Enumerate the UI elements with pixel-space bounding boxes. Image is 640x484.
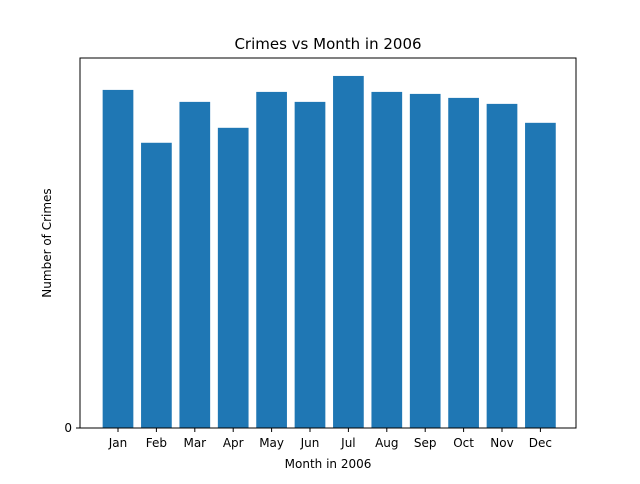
x-tick-label: Jan xyxy=(108,436,128,450)
x-tick-label: Apr xyxy=(223,436,244,450)
bar-may xyxy=(256,91,287,428)
x-axis-label: Month in 2006 xyxy=(285,457,372,471)
x-tick-label: Oct xyxy=(453,436,474,450)
plot-frame xyxy=(79,57,577,429)
x-tick-label: Nov xyxy=(490,436,513,450)
bar-jan xyxy=(102,89,134,428)
x-ticks-group: Jan Feb Mar Apr May Jun Jul Aug Sep Oct Nov Dec xyxy=(108,428,552,450)
x-tick-label: Sep xyxy=(414,436,437,450)
bar-sep xyxy=(409,93,441,429)
bar-nov xyxy=(486,103,518,428)
x-tick-label: Jun xyxy=(300,436,320,450)
bar-aug xyxy=(371,91,403,428)
x-tick-label: Mar xyxy=(183,436,206,450)
bar-jun xyxy=(294,101,326,428)
bar-feb xyxy=(141,142,172,428)
y-axis-label: Number of Crimes xyxy=(40,188,54,297)
bar-apr xyxy=(217,127,249,428)
bar-jul xyxy=(333,75,364,428)
chart-title: Crimes vs Month in 2006 xyxy=(234,35,421,53)
bar-oct xyxy=(448,97,479,428)
x-tick-label: Feb xyxy=(146,436,167,450)
x-tick-label: May xyxy=(259,436,284,450)
bar-mar xyxy=(179,101,211,428)
x-tick-label: Aug xyxy=(375,436,398,450)
y-ticks-group: 0 xyxy=(64,421,80,435)
x-tick-label: Dec xyxy=(529,436,552,450)
bar-dec xyxy=(525,122,556,428)
y-tick-label: 0 xyxy=(64,421,72,435)
bars-group xyxy=(102,75,556,429)
x-tick-label: Jul xyxy=(340,436,355,450)
